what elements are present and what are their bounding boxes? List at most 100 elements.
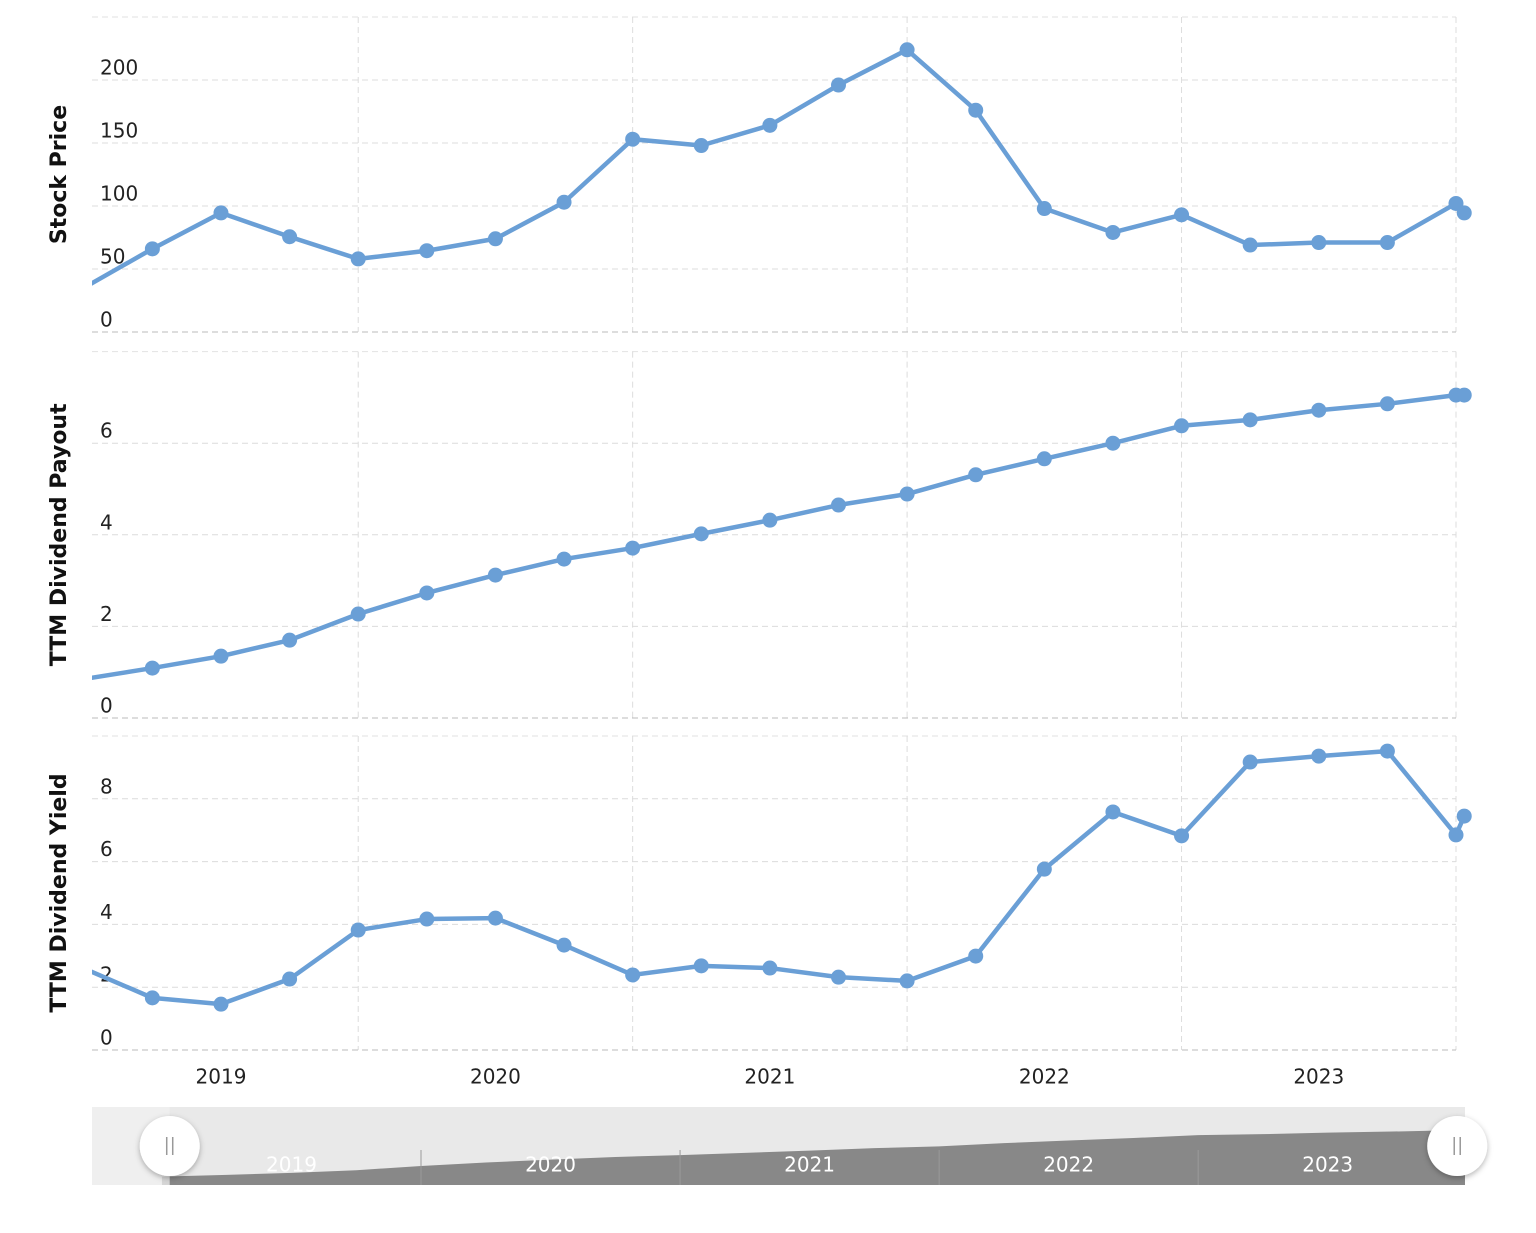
y-tick-label: 8	[100, 774, 113, 798]
navigator-label: 2023	[1302, 1153, 1353, 1177]
data-point	[556, 937, 572, 953]
data-point	[625, 131, 641, 147]
marks-layer	[76, 42, 1472, 1012]
y-tick-label: 0	[100, 694, 113, 718]
handle-circle	[139, 1116, 200, 1176]
y-axis-title: Stock Price	[47, 105, 72, 244]
y-tick-label: 6	[100, 837, 113, 861]
data-point	[762, 960, 778, 976]
data-point	[487, 231, 503, 247]
data-point	[625, 967, 641, 983]
data-point	[1105, 224, 1121, 240]
data-point	[282, 971, 298, 987]
y-axis-title: TTM Dividend Yield	[47, 773, 72, 1012]
data-point	[1311, 235, 1327, 251]
data-point	[1036, 451, 1052, 467]
data-point	[487, 910, 503, 926]
data-point	[144, 990, 160, 1006]
data-point	[282, 632, 298, 648]
x-tick-label: 2022	[1019, 1065, 1070, 1089]
data-point	[899, 42, 915, 58]
data-point	[1311, 748, 1327, 764]
y-tick-label: 0	[100, 308, 113, 332]
data-point	[693, 526, 709, 542]
data-point	[968, 467, 984, 483]
data-point	[487, 567, 503, 583]
data-point	[625, 540, 641, 556]
navigator-label: 2022	[1043, 1153, 1094, 1177]
y-tick-label: 200	[100, 56, 138, 80]
data-point	[968, 948, 984, 964]
data-point	[350, 922, 366, 938]
y-axis-title: TTM Dividend Payout	[47, 403, 72, 666]
y-tick-label: 6	[100, 419, 113, 443]
navigator-handle[interactable]	[1427, 1116, 1488, 1176]
data-point	[213, 205, 229, 221]
data-point	[1379, 743, 1395, 759]
navigator-label: 2019	[266, 1153, 317, 1177]
data-point	[76, 280, 91, 295]
data-point	[76, 672, 91, 687]
data-point	[1036, 861, 1052, 877]
data-point	[1456, 205, 1472, 221]
x-tick-label: 2023	[1293, 1065, 1344, 1089]
data-point	[213, 648, 229, 664]
data-point	[1242, 754, 1258, 770]
x-tick-label: 2021	[744, 1065, 795, 1089]
data-point	[282, 229, 298, 245]
navigator-handle[interactable]	[139, 1116, 200, 1176]
y-tick-label: 0	[100, 1026, 113, 1050]
data-point	[1174, 207, 1190, 223]
data-point	[1174, 418, 1190, 434]
data-point	[350, 251, 366, 267]
navigator-label: 2020	[525, 1153, 576, 1177]
series-line	[92, 47, 1466, 286]
data-point	[419, 243, 435, 259]
data-point	[899, 973, 915, 989]
navigator: 2019 2020 2021 2022 2023	[92, 1107, 1488, 1185]
data-point	[1036, 201, 1052, 217]
y-tick-label: 150	[100, 119, 138, 143]
x-tick-label: 2020	[470, 1065, 521, 1089]
data-point	[556, 194, 572, 210]
data-point	[1311, 402, 1327, 418]
data-point	[693, 958, 709, 974]
data-point	[1105, 804, 1121, 820]
x-tick-label: 2019	[196, 1065, 247, 1089]
navigator-area	[161, 1130, 1465, 1185]
data-point	[1448, 827, 1464, 843]
y-tick-label: 2	[100, 602, 113, 626]
data-point	[1174, 828, 1190, 844]
data-point	[1379, 396, 1395, 412]
data-point	[968, 102, 984, 118]
data-point	[1242, 412, 1258, 428]
data-point	[144, 660, 160, 676]
data-point	[419, 911, 435, 927]
series-line	[92, 748, 1467, 1007]
navigator-label: 2021	[784, 1153, 835, 1177]
data-point	[1105, 435, 1121, 451]
data-point	[693, 138, 709, 154]
data-point	[830, 77, 846, 93]
data-point	[1456, 387, 1472, 403]
data-point	[899, 486, 915, 502]
data-point	[1379, 235, 1395, 251]
data-point	[1456, 808, 1472, 824]
data-point	[762, 512, 778, 528]
data-point	[76, 961, 91, 976]
data-point	[213, 996, 229, 1012]
data-point	[830, 969, 846, 985]
data-point	[762, 117, 778, 133]
data-point	[556, 551, 572, 567]
data-point	[830, 497, 846, 513]
data-point	[350, 606, 366, 622]
y-tick-label: 4	[100, 510, 113, 534]
series-line	[92, 392, 1465, 681]
data-point	[419, 585, 435, 601]
data-point	[1242, 237, 1258, 253]
y-tick-label: 100	[100, 182, 138, 206]
y-tick-label: 4	[100, 900, 113, 924]
